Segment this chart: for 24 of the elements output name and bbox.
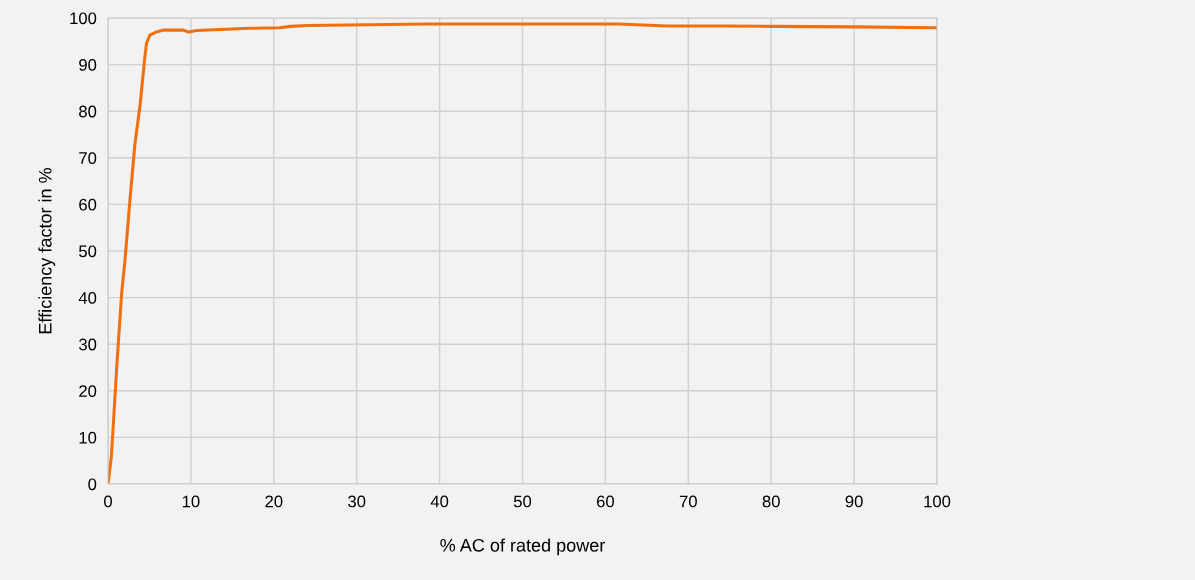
x-tick-label: 30 — [348, 495, 366, 508]
x-tick-label: 70 — [679, 495, 697, 508]
x-tick-label: 40 — [430, 495, 449, 508]
x-tick-label: 90 — [845, 495, 863, 508]
x-tick-label: 80 — [762, 495, 780, 508]
y-tick-label: 100 — [70, 12, 97, 25]
y-tick-label: 40 — [78, 292, 97, 304]
y-tick-label: 10 — [79, 431, 97, 444]
y-tick-label: 90 — [79, 59, 97, 71]
y-tick-label: 80 — [79, 105, 97, 118]
x-tick-label: 20 — [265, 495, 283, 508]
y-tick-label: 60 — [79, 198, 97, 211]
y-tick-label: 20 — [79, 385, 97, 397]
x-tick-label: 0 — [104, 495, 112, 508]
y-axis-title: Efficiency factor in % — [38, 168, 56, 334]
y-tick-label: 0 — [88, 478, 97, 491]
y-tick-label: 30 — [78, 338, 97, 351]
x-tick-label: 10 — [182, 495, 200, 508]
y-tick-label: 70 — [79, 152, 97, 164]
x-axis-title: % AC of rated power — [440, 538, 605, 556]
y-tick-label: 50 — [79, 245, 97, 258]
x-tick-label: 50 — [513, 495, 532, 508]
x-tick-label: 100 — [924, 495, 951, 508]
x-tick-label: 60 — [596, 495, 615, 508]
